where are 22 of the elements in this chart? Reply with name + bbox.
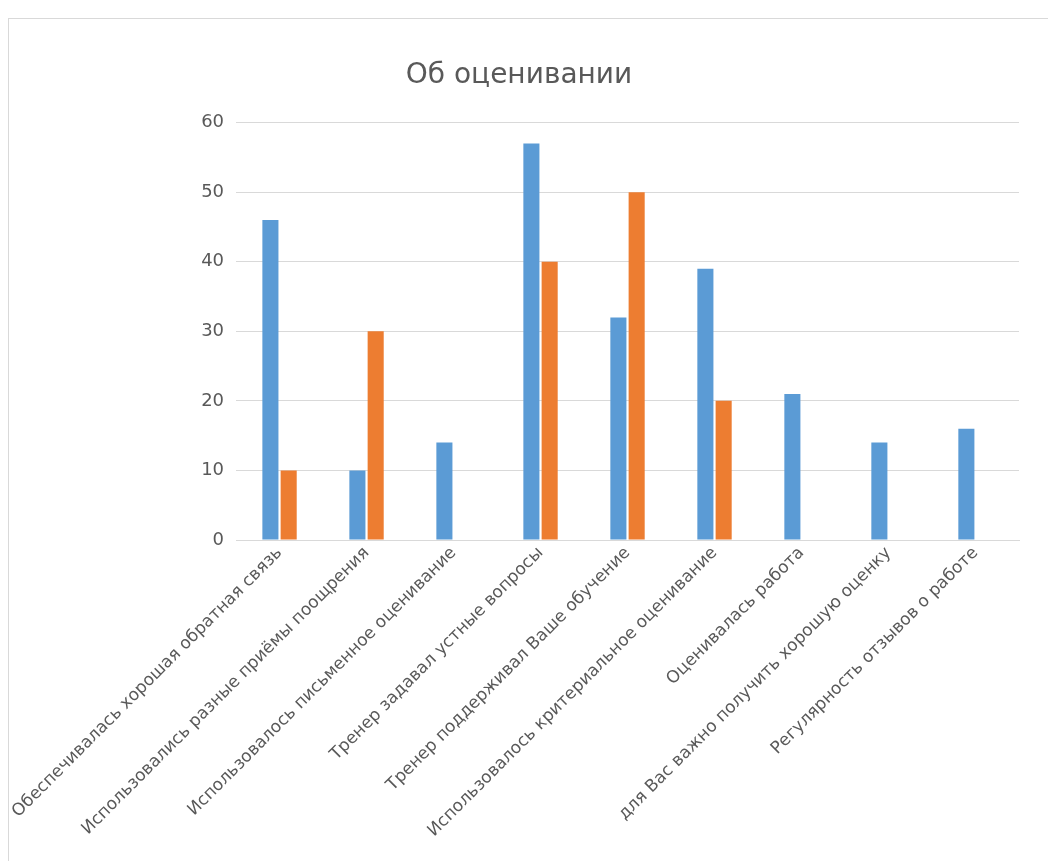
bar: [280, 470, 297, 540]
bar: [958, 428, 975, 540]
bar: [523, 143, 540, 540]
y-tick-label: 50: [201, 179, 225, 201]
bar: [349, 470, 366, 540]
y-tick-label: 0: [212, 527, 225, 549]
y-tick-label: 10: [201, 458, 225, 480]
bar: [367, 331, 384, 540]
chart-title: Об оценивании: [405, 57, 633, 91]
bar: [784, 393, 801, 540]
bar: [541, 261, 558, 540]
y-tick-label: 60: [201, 110, 225, 132]
bar: [436, 442, 453, 540]
bar: [610, 317, 627, 540]
bar: [697, 268, 714, 540]
bar: [871, 442, 888, 540]
y-tick-label: 40: [201, 249, 225, 271]
y-tick-label: 20: [201, 388, 225, 410]
y-tick-label: 30: [201, 318, 225, 340]
bar: [715, 400, 732, 540]
bar: [628, 192, 645, 540]
bar: [262, 220, 279, 540]
